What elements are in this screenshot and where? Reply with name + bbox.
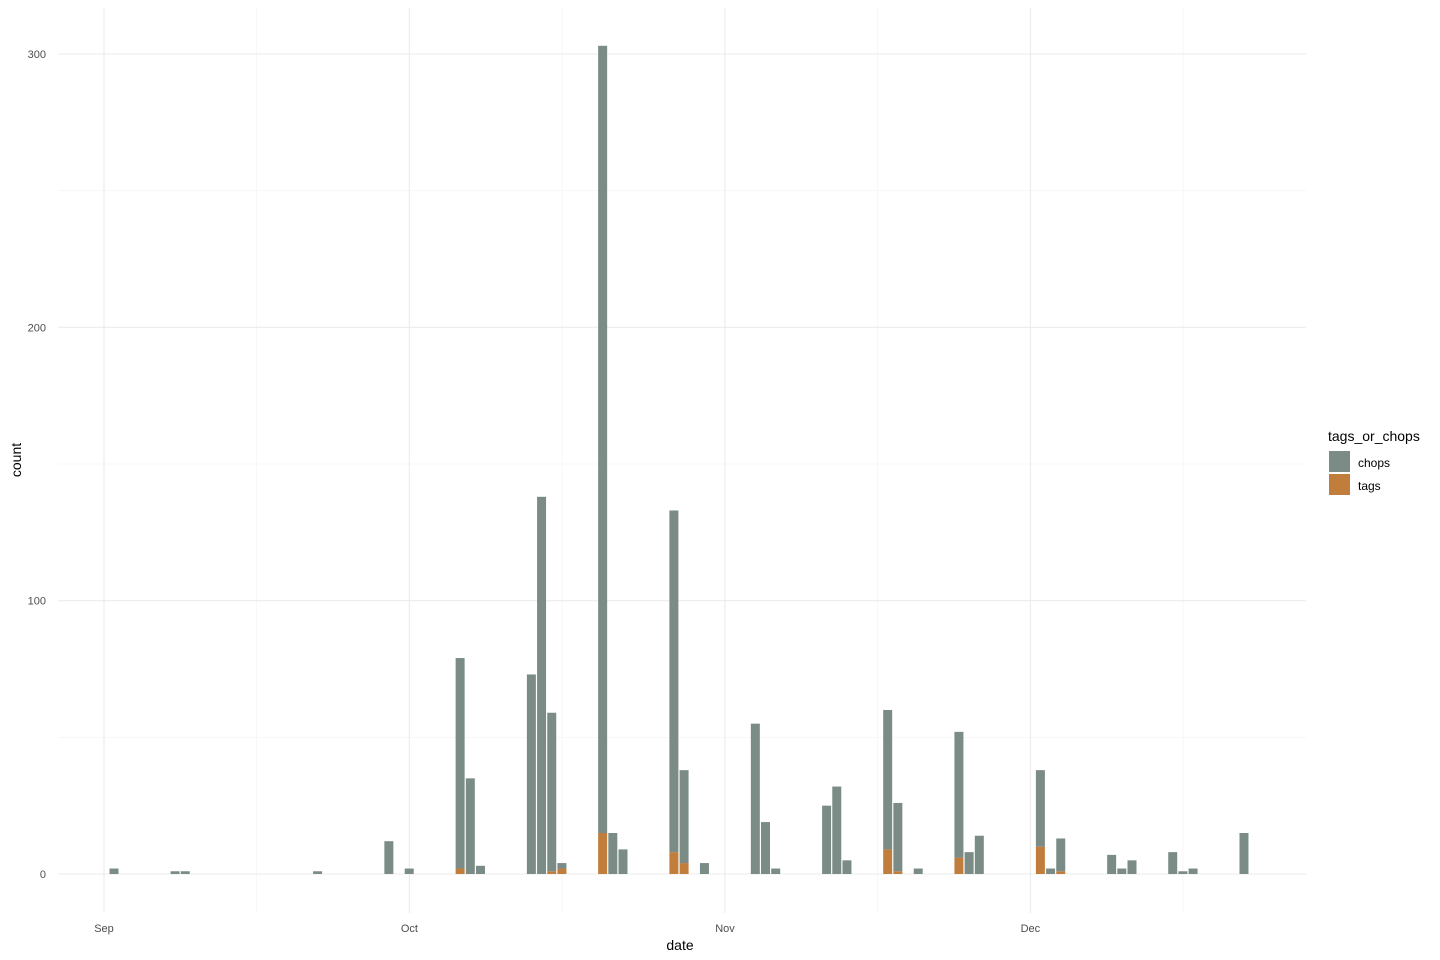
- legend-key-tags: [1329, 474, 1350, 495]
- bar-chops: [557, 863, 567, 869]
- legend: tags_or_chops chops tags: [1328, 428, 1420, 495]
- bar-tags: [1035, 846, 1045, 874]
- bar-chops: [1117, 868, 1127, 874]
- y-tick-label: 200: [28, 322, 46, 334]
- legend-title: tags_or_chops: [1328, 428, 1420, 444]
- bar-chops: [598, 45, 608, 834]
- y-axis-title: count: [8, 443, 24, 477]
- bar-chops: [1035, 770, 1045, 847]
- bar-chops: [384, 841, 394, 874]
- bar-chops: [1239, 833, 1249, 874]
- bar-chops: [180, 871, 190, 874]
- bar-chops: [1168, 852, 1178, 874]
- bar-chops: [547, 712, 557, 872]
- bar-chops: [1188, 868, 1198, 874]
- bar-tags: [954, 857, 964, 874]
- legend-label-chops: chops: [1358, 456, 1390, 470]
- bar-chops: [109, 868, 119, 874]
- bar-tags: [547, 871, 557, 874]
- bar-chops: [1127, 860, 1137, 874]
- bar-tags: [598, 833, 608, 874]
- bar-tags: [455, 868, 465, 874]
- bar-chops: [679, 770, 689, 864]
- bar-tags: [557, 868, 567, 874]
- bar-chops: [170, 871, 180, 874]
- x-tick-label: Sep: [94, 923, 114, 935]
- bars: [109, 45, 1249, 874]
- bar-chops: [465, 778, 475, 874]
- bar-chops: [313, 871, 323, 874]
- legend-label-tags: tags: [1358, 479, 1381, 493]
- bar-chops: [1046, 868, 1056, 874]
- bar-chops: [526, 674, 536, 874]
- legend-key-chops: [1329, 451, 1350, 472]
- bar-chops: [913, 868, 923, 874]
- x-tick-label: Oct: [401, 923, 418, 935]
- bar-chops: [750, 723, 760, 874]
- bar-chops: [618, 849, 628, 874]
- bar-chops: [883, 710, 893, 850]
- bar-chops: [699, 863, 709, 874]
- bar-chops: [455, 658, 465, 869]
- bar-chops: [404, 868, 414, 874]
- bar-tags: [893, 871, 903, 874]
- bar-chops: [842, 860, 852, 874]
- bar-tags: [883, 849, 893, 874]
- tick-labels: 0 100 200 300 Sep Oct Nov Dec: [28, 49, 1041, 935]
- x-axis-title: date: [666, 937, 693, 953]
- bar-chops: [608, 833, 618, 874]
- bar-chops: [954, 731, 964, 858]
- bar-tags: [679, 863, 689, 874]
- bar-chops: [964, 852, 974, 874]
- bar-chops: [822, 805, 832, 874]
- bar-tags: [669, 852, 679, 874]
- bar-chops: [761, 822, 771, 874]
- bar-chops: [771, 868, 781, 874]
- bar-chops: [832, 786, 842, 874]
- bar-chops: [669, 510, 679, 853]
- bar-chops: [1107, 854, 1117, 874]
- y-tick-label: 300: [28, 49, 46, 61]
- gridlines: [58, 8, 1306, 913]
- x-tick-label: Nov: [715, 923, 735, 935]
- bar-chops: [893, 802, 903, 872]
- bar-chops: [974, 835, 984, 874]
- bar-chops: [537, 496, 547, 874]
- x-tick-label: Dec: [1021, 923, 1041, 935]
- y-tick-label: 100: [28, 596, 46, 608]
- bar-chops: [1178, 871, 1188, 874]
- bar-chops: [1056, 838, 1066, 872]
- bar-tags: [1056, 871, 1066, 874]
- bar-chops: [475, 865, 485, 874]
- y-tick-label: 0: [40, 869, 46, 881]
